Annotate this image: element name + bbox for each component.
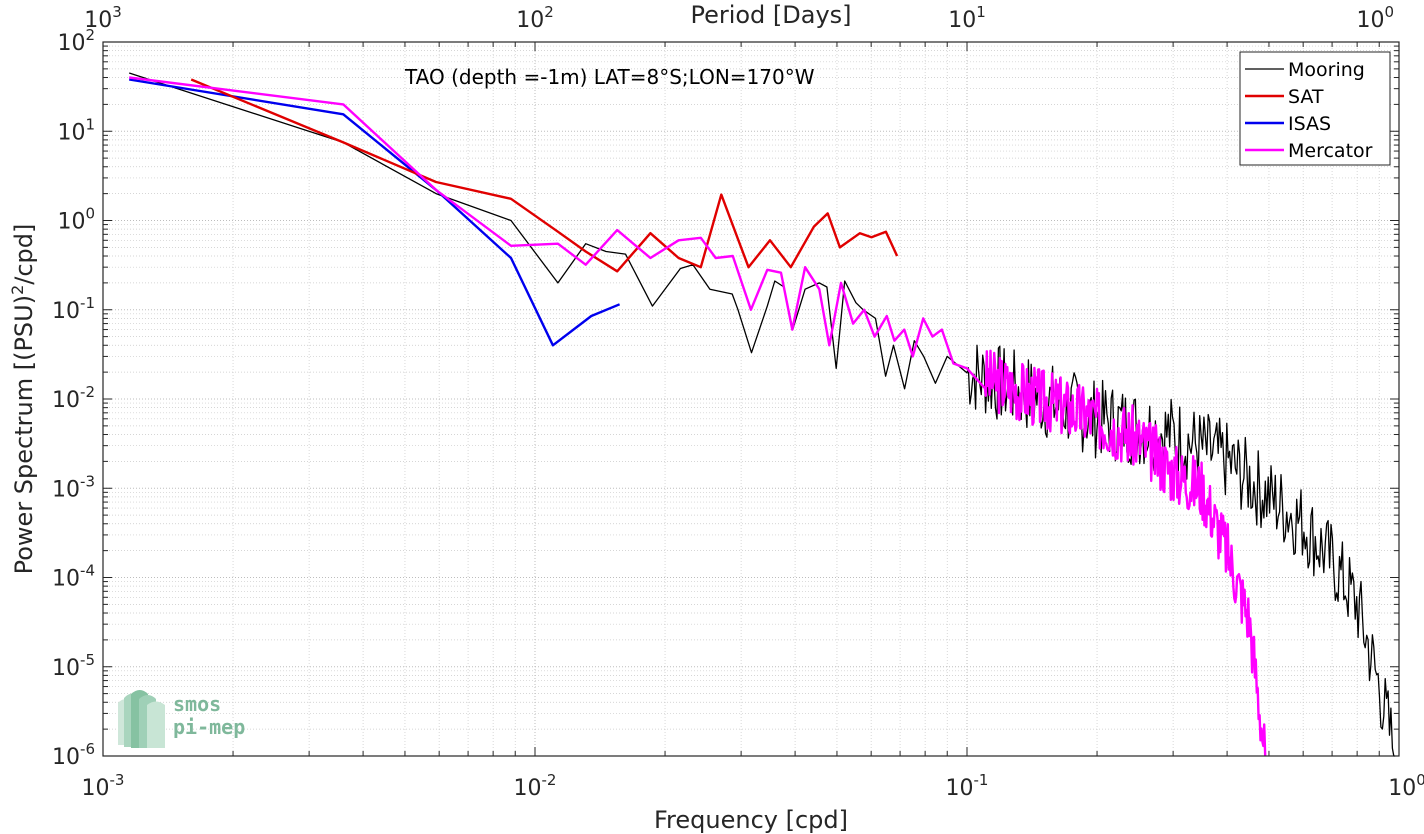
top-tick-label: 102 (516, 3, 554, 33)
legend-label-mercator: Mercator (1288, 140, 1373, 162)
legend-label-sat: SAT (1288, 86, 1324, 108)
top-axis-label: Period [Days] (690, 1, 851, 29)
y-axis-label-exponent: 2 (8, 285, 27, 295)
legend-box (1239, 51, 1391, 166)
y-tick-label: 10-4 (52, 562, 95, 592)
series-line-sat (190, 78, 899, 273)
logo-text-pi-mep: pi-mep (173, 715, 245, 739)
axis-tick-labels: 10-3 10-2 10-1 100 102 101 100 10-1 10-2 10-3 10-4… (52, 3, 1424, 801)
y-axis-label-main: Power Spectrum [(PSU) (10, 295, 38, 574)
y-tick-label: 10-6 (52, 740, 95, 770)
x-tick-label: 10-3 (82, 771, 125, 801)
x-axis-label: Frequency [cpd] (654, 806, 848, 834)
top-tick-label: 101 (948, 3, 986, 33)
legend-label-isas: ISAS (1288, 113, 1331, 135)
legend: Mooring SAT ISAS Mercator (1239, 51, 1391, 166)
y-tick-label: 10-1 (52, 294, 95, 324)
y-tick-label: 10-2 (52, 383, 95, 413)
series-lines (128, 72, 1396, 757)
y-tick-label: 10-5 (52, 651, 95, 681)
logo-emblem-icon (118, 690, 165, 748)
y-tick-label: 100 (57, 205, 95, 235)
top-tick-label: 103 (84, 3, 122, 33)
legend-label-mooring: Mooring (1288, 59, 1365, 81)
series-line-mercator (129, 76, 1267, 757)
x-tick-label: 100 (1388, 771, 1424, 801)
y-tick-label: 10-3 (52, 472, 95, 502)
x-tick-label: 10-2 (514, 771, 557, 801)
axis-ticks (102, 41, 1400, 757)
logo-text-smos: smos (173, 692, 221, 716)
y-tick-label: 102 (57, 26, 95, 56)
x-tick-label: 10-1 (946, 771, 989, 801)
y-axis-label-unit: /cpd] (10, 224, 38, 285)
y-tick-label: 101 (57, 115, 95, 145)
top-tick-label: 100 (1356, 3, 1394, 33)
chart-title: TAO (depth =-1m) LAT=8°S;LON=170°W (404, 65, 815, 89)
series-line-isas (129, 78, 621, 347)
smos-pi-mep-logo: smos pi-mep (118, 690, 245, 748)
y-axis-label: Power Spectrum [(PSU)2/cpd] (8, 224, 38, 575)
